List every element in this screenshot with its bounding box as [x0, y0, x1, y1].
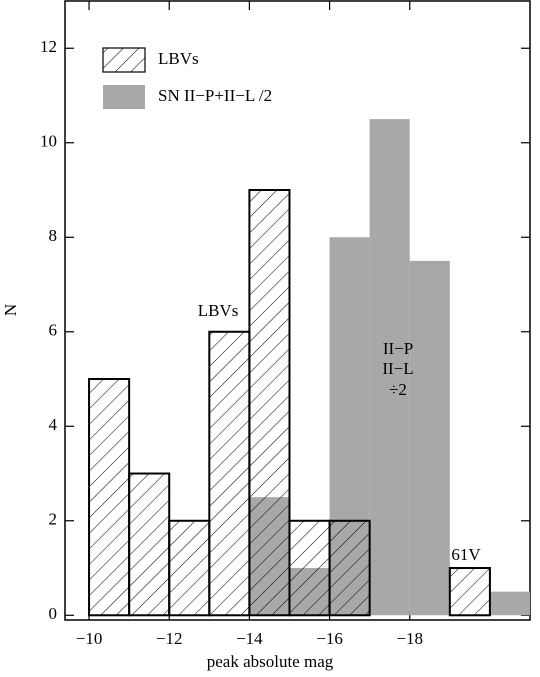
bar: [409, 260, 450, 616]
y-tick-label: 12: [40, 37, 57, 56]
annotation: LBVs: [198, 301, 239, 320]
annotation: ÷2: [389, 380, 407, 399]
y-axis-label: N: [1, 304, 20, 316]
bar: [208, 330, 251, 617]
bar: [489, 591, 530, 616]
bar: [288, 519, 331, 617]
y-tick-label: 0: [49, 604, 58, 623]
annotation: 61V: [451, 545, 481, 564]
x-tick-label: −10: [76, 629, 103, 648]
x-tick-label: −14: [236, 629, 263, 648]
x-tick-label: −18: [396, 629, 423, 648]
x-tick-label: −16: [316, 629, 343, 648]
legend-label: SN II−P+II−L /2: [158, 86, 272, 105]
y-tick-label: 10: [40, 132, 57, 151]
plot-frame: [64, 0, 531, 621]
y-tick-label: 4: [49, 415, 58, 434]
y-tick-label: 8: [49, 226, 58, 245]
legend-swatch: [102, 47, 146, 73]
y-tick-label: 2: [49, 510, 58, 529]
bar: [88, 378, 131, 617]
bar: [128, 472, 171, 617]
x-tick-label: −12: [156, 629, 183, 648]
legend-label: LBVs: [158, 49, 199, 68]
bar: [369, 119, 410, 616]
bar: [168, 519, 211, 617]
annotation: II−P: [383, 339, 413, 358]
annotation: II−L: [382, 359, 413, 378]
legend-swatch: [103, 85, 145, 109]
x-axis-label: peak absolute mag: [207, 652, 334, 671]
bar: [248, 189, 291, 617]
bar: [328, 519, 371, 617]
bar: [448, 567, 491, 617]
y-tick-label: 6: [49, 321, 58, 340]
